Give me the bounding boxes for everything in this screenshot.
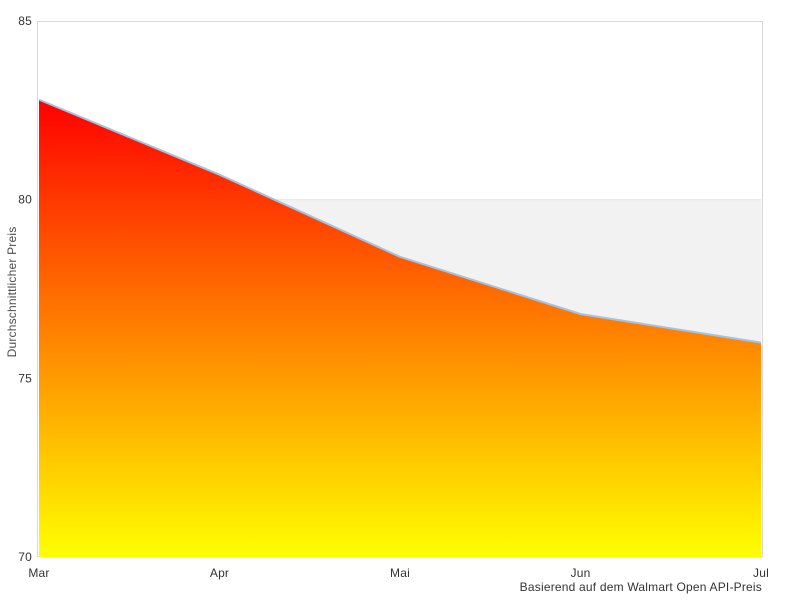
- area-series-fill: [39, 99, 761, 557]
- y-axis-tick-label: 70: [18, 550, 32, 564]
- x-axis-tick-label: Mar: [28, 566, 49, 580]
- y-axis-tick-label: 75: [18, 371, 32, 385]
- x-axis-tick-label: Apr: [210, 566, 229, 580]
- y-axis-tick-label: 85: [18, 14, 32, 28]
- x-axis-tick-label: Mai: [390, 566, 410, 580]
- y-axis-title: Durchschnittlicher Preis: [5, 226, 19, 358]
- chart-caption: Basierend auf dem Walmart Open API-Preis: [519, 580, 762, 594]
- x-axis-tick-label: Jul: [753, 566, 769, 580]
- area-series-line: [38, 98, 762, 344]
- gridline-80: [38, 199, 762, 201]
- y-axis-tick-label: 80: [18, 193, 32, 207]
- x-axis-tick-label: Jun: [571, 566, 591, 580]
